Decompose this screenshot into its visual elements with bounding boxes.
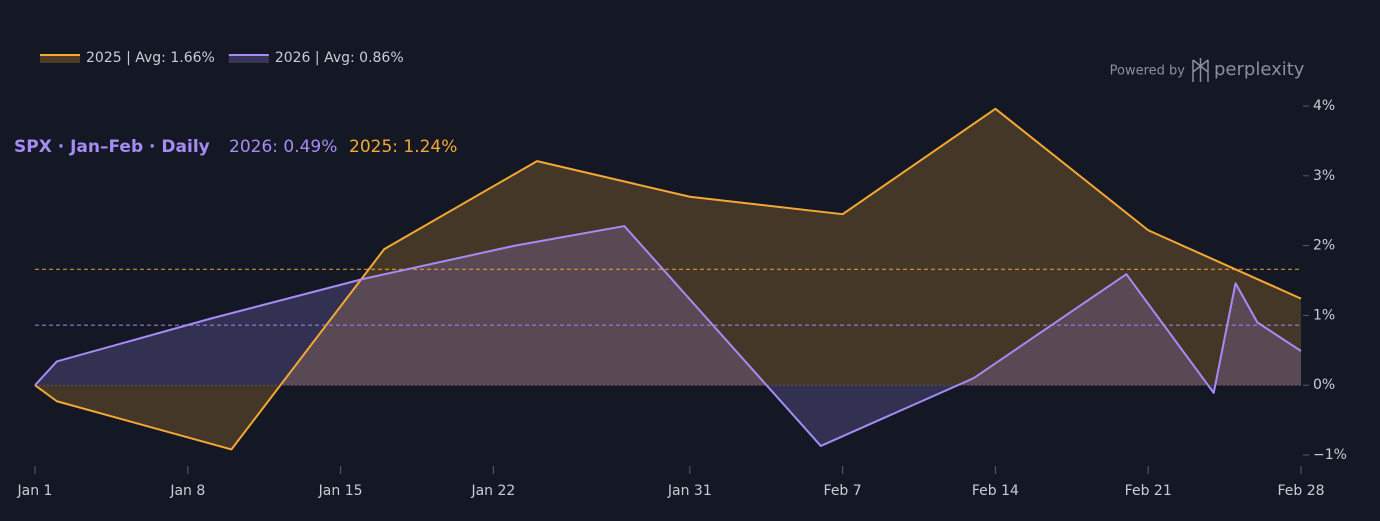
brand-logo [1192,58,1209,82]
x-tick-label: Feb 21 [1125,483,1172,499]
legend-item: 2025 | Avg: 1.66% [40,50,215,66]
series-area [35,226,1301,446]
y-tick-label: 1% [1313,307,1335,323]
x-tick-label: Jan 22 [470,483,515,499]
header-value: 2026: 0.49% [229,137,337,157]
credit: Powered by [1110,64,1186,79]
x-tick-label: Feb 7 [824,483,862,499]
y-tick-label: 2% [1313,238,1335,254]
series-line [34,225,1302,447]
brand: perplexity [1214,59,1305,80]
x-tick-label: Jan 15 [318,483,363,499]
legend-label: 2025 | Avg: 1.66% [86,50,215,66]
legend-item: 2026 | Avg: 0.86% [228,50,404,66]
header-value: 2025: 1.24% [349,137,457,157]
x-tick-label: Feb 14 [972,483,1019,499]
chart-title: SPX · Jan–Feb · Daily [14,137,210,157]
series-area [35,108,1301,450]
x-tick-label: Jan 1 [17,483,53,499]
x-tick-label: Jan 31 [667,483,712,499]
y-tick-label: −1% [1313,447,1347,463]
legend-swatch [228,55,269,63]
series-line [34,107,1302,451]
x-tick-label: Feb 28 [1277,483,1324,499]
legend-label: 2026 | Avg: 0.86% [275,50,404,66]
y-tick-label: 3% [1313,168,1335,184]
y-tick-label: 4% [1313,98,1335,114]
x-tick-label: Jan 8 [169,483,205,499]
legend-swatch [40,55,80,63]
y-tick-label: 0% [1313,377,1335,393]
